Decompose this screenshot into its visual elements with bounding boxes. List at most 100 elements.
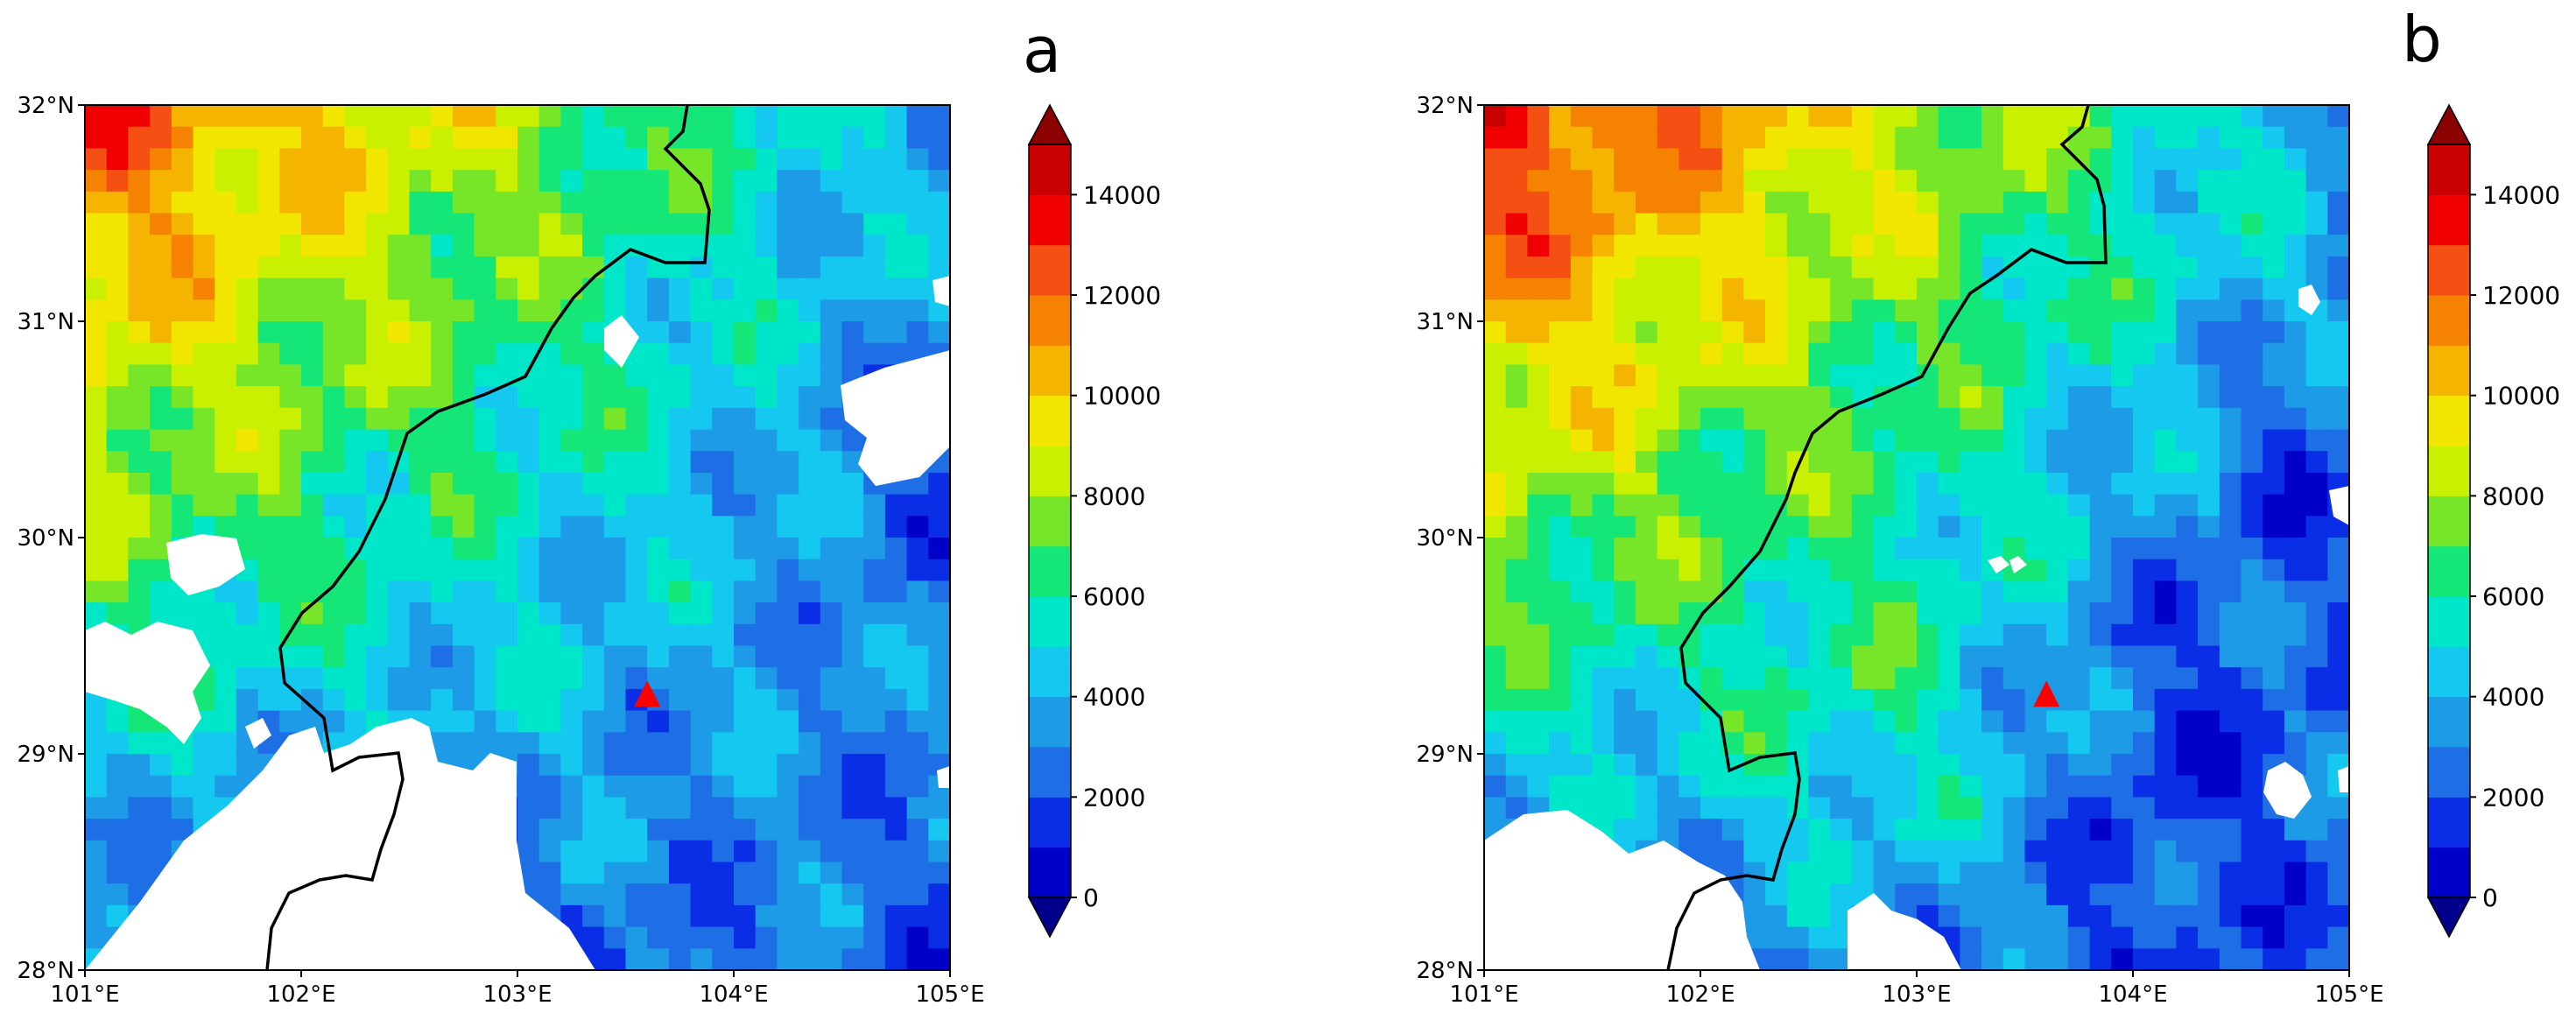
- panel-b-field-cell: [1917, 429, 1939, 452]
- panel-a-field-cell: [690, 732, 713, 755]
- panel-b-field-cell: [2024, 883, 2047, 906]
- panel-b-field-cell: [2327, 538, 2349, 560]
- panel-a-field-cell: [517, 105, 540, 128]
- panel-a-field-cell: [777, 321, 799, 344]
- panel-a-field-cell: [236, 364, 259, 387]
- panel-a-field-cell: [452, 602, 475, 625]
- panel-a-field-cell: [884, 710, 908, 733]
- panel-a-field-cell: [257, 494, 280, 517]
- panel-a-field-cell: [279, 105, 302, 128]
- panel-b-field-cell: [2198, 580, 2221, 603]
- panel-b-field-cell: [2198, 364, 2221, 387]
- panel-a-field-cell: [712, 105, 735, 128]
- panel-b-field-cell: [1938, 516, 1960, 538]
- panel-a-field-cell: [85, 797, 108, 819]
- panel-b-field-cell: [1505, 170, 1528, 193]
- panel-a-field-cell: [85, 126, 108, 149]
- panel-b-field-cell: [1917, 538, 1939, 560]
- panel-b-field-cell: [1700, 256, 1723, 279]
- panel-a-field-cell: [322, 688, 345, 712]
- panel-a-field-cell: [625, 904, 648, 928]
- panel-b-field-cell: [1851, 862, 1875, 884]
- panel-a-field-cell: [106, 213, 129, 236]
- panel-a-field-cell: [517, 256, 540, 279]
- panel-a-field-cell: [734, 386, 757, 409]
- panel-a-field-cell: [474, 256, 496, 279]
- panel-b-colorbar-segment: [2428, 194, 2470, 246]
- panel-b-field-cell: [1505, 472, 1528, 496]
- panel-b-field-cell: [2241, 148, 2263, 171]
- panel-a-field-cell: [647, 364, 670, 387]
- panel-b-field-cell: [1743, 819, 1766, 841]
- panel-a-field-cell: [517, 321, 540, 344]
- panel-b-field-cell: [1981, 321, 2004, 344]
- panel-a-field-cell: [409, 623, 432, 647]
- panel-b-field-cell: [2133, 797, 2156, 819]
- panel-a-field-cell: [128, 494, 151, 517]
- panel-b-colorbar-tick-label: 14000: [2482, 180, 2560, 209]
- panel-a-colorbar-tick-label: 6000: [1083, 582, 1145, 611]
- panel-a-field-cell: [279, 321, 302, 344]
- panel-b-colorbar-extend-min: [2426, 897, 2472, 939]
- panel-a-field-cell: [215, 667, 237, 690]
- panel-a-field-cell: [906, 926, 929, 949]
- panel-a-field-cell: [171, 494, 194, 517]
- panel-b-field-cell: [1851, 840, 1875, 863]
- panel-a-field-cell: [431, 559, 454, 581]
- panel-a-field-cell: [668, 494, 692, 517]
- panel-a-field-cell: [409, 429, 432, 452]
- panel-b-field-cell: [2067, 862, 2091, 884]
- panel-b-colorbar-segment: [2428, 797, 2470, 848]
- panel-a-field-cell: [387, 623, 411, 647]
- panel-b-field-cell: [1765, 926, 1788, 949]
- panel-a-field-cell: [668, 386, 692, 409]
- panel-b-field-cell: [1527, 278, 1550, 300]
- panel-b-field-cell: [2133, 494, 2156, 517]
- panel-b-field-cell: [2133, 126, 2156, 149]
- panel-b-field-cell: [1808, 710, 1831, 733]
- panel-a-field-cell: [668, 299, 692, 322]
- panel-b-colorbar-segment: [2428, 395, 2470, 447]
- panel-b-field-cell: [1700, 645, 1723, 668]
- panel-b-field-cell: [1895, 623, 1918, 647]
- panel-b-field-cell: [2046, 494, 2069, 517]
- panel-b-field-cell: [1635, 645, 1658, 668]
- panel-b-field-cell: [1786, 191, 1810, 215]
- panel-b-field-cell: [2176, 732, 2199, 755]
- panel-a-field-cell: [734, 580, 757, 603]
- panel-b-field-cell: [2133, 170, 2156, 193]
- panel-a-field-cell: [928, 862, 950, 884]
- panel-a-field-cell: [387, 256, 411, 279]
- panel-b-field-cell: [2046, 883, 2069, 906]
- panel-a-field-cell: [344, 494, 367, 517]
- panel-a-field-cell: [236, 580, 259, 603]
- panel-b-field-cell: [2305, 602, 2328, 625]
- panel-a-field-cell: [517, 775, 540, 798]
- panel-a-field-cell: [928, 516, 950, 538]
- panel-b-field-cell: [2111, 494, 2134, 517]
- panel-b-field-cell: [2111, 688, 2134, 712]
- panel-a-field-cell: [582, 321, 605, 344]
- panel-b-field-cell: [2133, 386, 2156, 409]
- panel-a-field-cell: [236, 170, 259, 193]
- panel-b-field-cell: [1635, 191, 1658, 215]
- panel-a-field-cell: [690, 235, 713, 257]
- panel-b-field-cell: [2198, 170, 2221, 193]
- panel-a-field-cell: [150, 386, 172, 409]
- panel-a-field-cell: [366, 580, 389, 603]
- panel-b-field-cell: [2089, 688, 2112, 712]
- panel-a-field-cell: [128, 299, 151, 322]
- panel-b-field-cell: [1873, 688, 1896, 712]
- panel-b-field-cell: [1743, 299, 1766, 322]
- panel-b-field-cell: [1830, 775, 1853, 798]
- panel-a-field-cell: [517, 645, 540, 668]
- panel-a-field-cell: [128, 602, 151, 625]
- panel-a-field-cell: [734, 148, 757, 171]
- panel-b-field-cell: [1830, 623, 1853, 647]
- panel-b-field-cell: [1721, 213, 1744, 236]
- panel-b-field-cell: [2024, 321, 2047, 344]
- panel-b-field-cell: [2067, 602, 2091, 625]
- panel-b-field-cell: [1679, 278, 1701, 300]
- panel-b-field-cell: [2024, 516, 2047, 538]
- panel-a-field-cell: [755, 170, 778, 193]
